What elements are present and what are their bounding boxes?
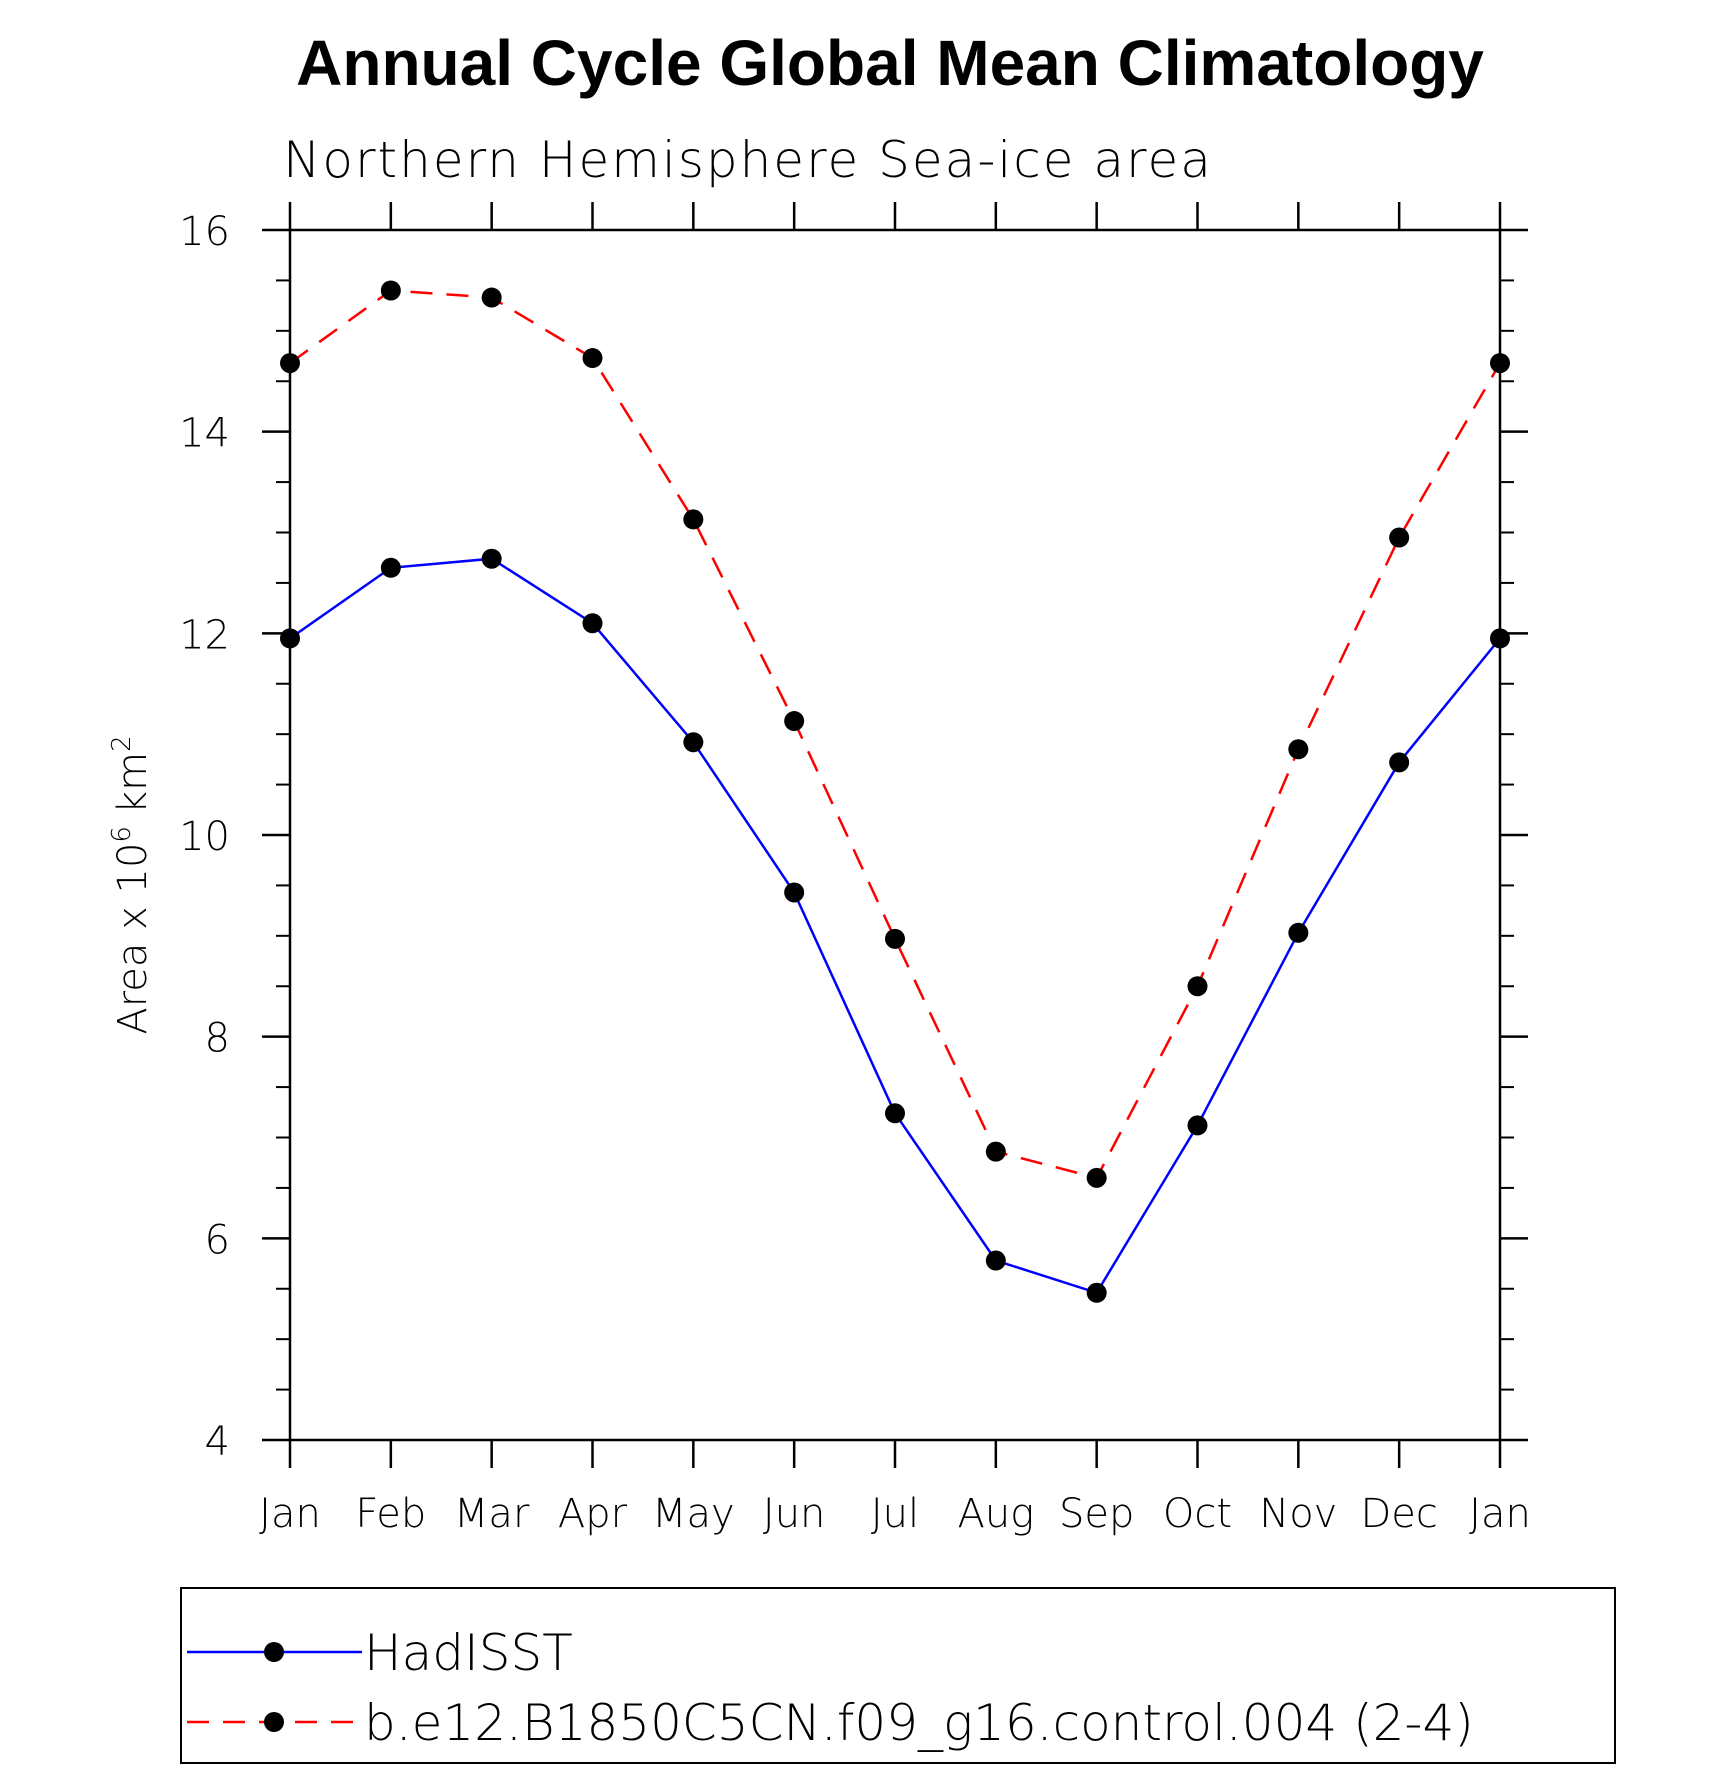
x-tick-label: Oct <box>1163 1491 1232 1537</box>
x-tick-label: Jun <box>763 1491 826 1537</box>
x-tick-label: Feb <box>355 1491 426 1537</box>
data-point <box>885 928 905 949</box>
legend-marker <box>264 1642 284 1662</box>
data-point <box>885 1103 905 1124</box>
series-line <box>289 557 1501 1295</box>
axis-ticks <box>262 202 1528 1468</box>
data-point <box>582 348 603 369</box>
y-axis-label-superscript-1: 6 <box>107 826 137 843</box>
legend-label: HadISST <box>364 1624 573 1682</box>
data-point <box>380 280 401 301</box>
x-tick-label: Mar <box>454 1491 530 1537</box>
x-tick-label: Nov <box>1259 1491 1337 1537</box>
legend-items: HadISST b.e12.B1850C5CN.f09_g16.control.0… <box>187 1624 1474 1752</box>
y-tick-label: 8 <box>205 1016 230 1062</box>
y-tick-label: 10 <box>179 814 230 860</box>
data-point <box>481 287 502 308</box>
y-axis-label-text: Area x 10 <box>110 843 156 1035</box>
series-1 <box>280 548 1510 1303</box>
data-point <box>683 732 704 753</box>
data-point <box>1389 527 1410 548</box>
legend-item-2: b.e12.B1850C5CN.f09_g16.control.004 (2-4… <box>187 1694 1474 1752</box>
legend-box <box>180 1587 1616 1764</box>
x-tick-label: May <box>652 1491 735 1537</box>
data-point <box>380 557 401 578</box>
y-axis-label-superscript-2: 2 <box>107 735 137 752</box>
legend: HadISST b.e12.B1850C5CN.f09_g16.control.0… <box>180 1587 1616 1764</box>
data-point <box>1490 353 1510 374</box>
data-point <box>784 882 805 903</box>
data-point <box>1490 628 1510 649</box>
y-tick-label: 12 <box>179 612 230 658</box>
x-tick-label: Jan <box>259 1491 321 1537</box>
axis-tick-labels: Jan Feb Mar Apr May Jun Jul Aug Sep Oct Nov Dec Jan 4… <box>179 209 1531 1537</box>
y-axis-title: Area x 106 km2 <box>107 735 156 1034</box>
legend-item-1: HadISST <box>187 1624 573 1682</box>
data-point <box>1086 1167 1107 1188</box>
y-tick-label: 16 <box>179 209 230 255</box>
data-point <box>280 628 300 649</box>
x-tick-label: Dec <box>1360 1491 1437 1537</box>
data-point <box>683 509 704 530</box>
x-tick-label: Jan <box>1469 1491 1531 1537</box>
data-point <box>1389 752 1410 773</box>
series-2 <box>280 280 1510 1188</box>
plot-area <box>288 228 1502 1442</box>
x-tick-label: Jul <box>871 1491 919 1537</box>
data-point <box>1288 922 1309 943</box>
x-tick-label: Apr <box>558 1491 628 1537</box>
data-point <box>1288 739 1309 760</box>
data-point <box>481 548 502 569</box>
legend-label: b.e12.B1850C5CN.f09_g16.control.004 (2-4… <box>364 1694 1474 1752</box>
y-tick-label: 6 <box>205 1217 230 1263</box>
y-axis-label-unit: km <box>110 752 156 814</box>
data-point <box>985 1141 1006 1162</box>
data-point <box>1187 976 1208 997</box>
data-point <box>1086 1282 1107 1303</box>
legend-marker <box>264 1712 284 1732</box>
x-tick-label: Aug <box>957 1491 1034 1537</box>
data-point <box>784 711 805 732</box>
data-point <box>582 613 603 634</box>
plot-frame <box>288 228 1502 1442</box>
series-line <box>289 289 1502 1180</box>
data-point <box>280 353 300 374</box>
y-tick-label: 4 <box>205 1419 230 1465</box>
chart-subtitle: Northern Hemisphere Sea-ice area <box>283 131 1213 189</box>
x-tick-label: Sep <box>1059 1491 1134 1537</box>
svg-text:Area x 106km2: Area x 106 km2 <box>107 735 156 1034</box>
data-point <box>1187 1115 1208 1136</box>
data-series <box>280 280 1510 1303</box>
data-point <box>985 1250 1006 1271</box>
y-tick-label: 14 <box>179 411 230 457</box>
chart-title: Annual Cycle Global Mean Climatology <box>296 27 1484 99</box>
